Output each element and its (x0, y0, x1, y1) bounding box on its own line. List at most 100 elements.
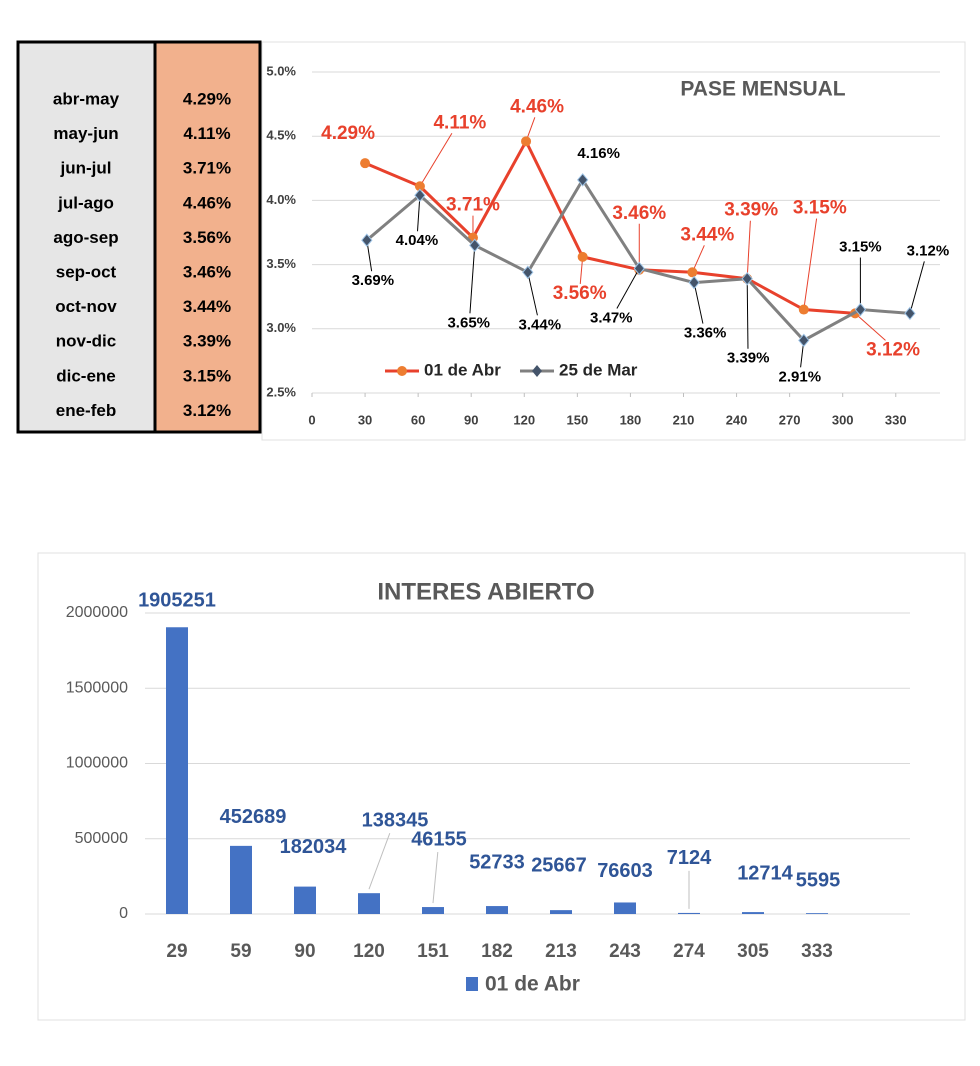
y-tick-label: 2000000 (66, 604, 128, 621)
table-cell: oct-nov (55, 297, 117, 316)
bar-chart-frame (37, 552, 966, 1021)
data-label: 46155 (411, 828, 467, 850)
data-label: 3.56% (553, 283, 607, 304)
x-tick-label: 300 (832, 412, 854, 427)
marker (798, 304, 809, 315)
leader-line (746, 220, 751, 279)
x-tick-label: 274 (673, 941, 705, 962)
x-tick-label: 180 (620, 412, 642, 427)
data-label: 3.69% (352, 272, 395, 289)
bar (550, 910, 572, 914)
table-border (16, 40, 262, 434)
table-cell: dic-ene (56, 366, 116, 385)
leader-line (616, 268, 640, 309)
marker (414, 188, 426, 203)
data-label: 4.46% (510, 96, 564, 117)
table-cell: 4.29% (183, 89, 231, 108)
leader-line (803, 218, 818, 310)
data-label: 2.91% (779, 368, 822, 385)
data-label: 12714 (737, 862, 793, 884)
data-label: 1905251 (138, 590, 216, 612)
x-tick-label: 59 (230, 941, 251, 962)
data-label: 3.39% (724, 200, 778, 221)
data-label: 3.12% (907, 242, 950, 259)
x-tick-label: 120 (513, 412, 535, 427)
table-cell: 3.46% (183, 262, 231, 281)
x-tick-label: 90 (294, 941, 315, 962)
data-label: 3.44% (680, 224, 734, 245)
data-label: 3.47% (590, 309, 633, 326)
y-tick-label: 500000 (75, 830, 128, 847)
bar (742, 912, 764, 914)
marker (361, 233, 373, 247)
x-tick-label: 120 (353, 941, 385, 962)
x-tick-label: 30 (358, 412, 372, 427)
x-tick-label: 29 (166, 941, 187, 962)
bar (422, 907, 444, 914)
marker (577, 251, 588, 262)
x-tick-label: 213 (545, 941, 577, 962)
table-cell: 3.39% (183, 332, 231, 351)
legend-label: 01 de Abr (424, 360, 501, 379)
leader-line (527, 272, 538, 316)
bar (486, 906, 508, 914)
bar (678, 912, 700, 914)
chart-title: PASE MENSUAL (680, 78, 845, 101)
marker (854, 302, 867, 317)
table-cell: ene-feb (56, 401, 116, 420)
table-col-bg (155, 42, 260, 432)
legend-swatch (466, 977, 478, 991)
y-tick-label: 1000000 (66, 755, 128, 772)
data-label: 4.16% (577, 145, 620, 162)
marker (633, 261, 645, 276)
data-label: 3.71% (446, 195, 500, 216)
leader-line (419, 133, 453, 187)
data-label: 3.39% (727, 350, 770, 367)
table-cell: 3.15% (183, 366, 231, 385)
data-label: 5595 (796, 869, 841, 891)
x-tick-label: 151 (417, 941, 449, 962)
leader-line (746, 278, 749, 349)
table-col-bg (18, 42, 155, 432)
legend-label: 01 de Abr (485, 973, 580, 996)
leader-line (469, 245, 476, 314)
table-cell: may-jun (53, 124, 118, 143)
table-cell: 4.11% (183, 124, 230, 143)
marker (469, 238, 481, 253)
y-tick-label: 0 (119, 905, 128, 922)
x-tick-label: 60 (411, 412, 425, 427)
table-cell: jun-jul (60, 159, 112, 178)
marker (741, 271, 753, 286)
data-label: 3.15% (839, 239, 882, 256)
table-cell: ago-sep (53, 228, 118, 247)
table-cell: 3.56% (183, 228, 231, 247)
line-chart-frame (261, 41, 966, 441)
data-label: 3.15% (793, 198, 847, 219)
y-tick-label: 3.5% (266, 256, 296, 271)
data-label: 7124 (667, 847, 712, 869)
y-tick-label: 2.5% (266, 384, 296, 399)
data-label: 138345 (362, 809, 429, 831)
y-tick-label: 4.5% (266, 128, 296, 143)
leader-line (693, 282, 704, 324)
bar (806, 913, 828, 914)
y-tick-label: 1500000 (66, 679, 128, 696)
marker (360, 158, 371, 169)
table-cell: 3.44% (183, 297, 231, 316)
marker (688, 275, 700, 290)
leader-line (909, 261, 925, 314)
bar (230, 845, 252, 914)
data-label: 25667 (531, 854, 587, 876)
table-cell: 3.71% (183, 159, 231, 178)
leader-line (368, 833, 391, 890)
table-cell: 3.12% (183, 401, 231, 420)
legend-label: 25 de Mar (559, 360, 638, 379)
data-label: 4.04% (396, 232, 439, 249)
chart-title: INTERES ABIERTO (377, 578, 594, 605)
table-cell: nov-dic (56, 332, 116, 351)
bar (166, 627, 188, 914)
x-tick-label: 243 (609, 941, 641, 962)
bar (358, 893, 380, 914)
table-cell: jul-ago (57, 193, 114, 212)
